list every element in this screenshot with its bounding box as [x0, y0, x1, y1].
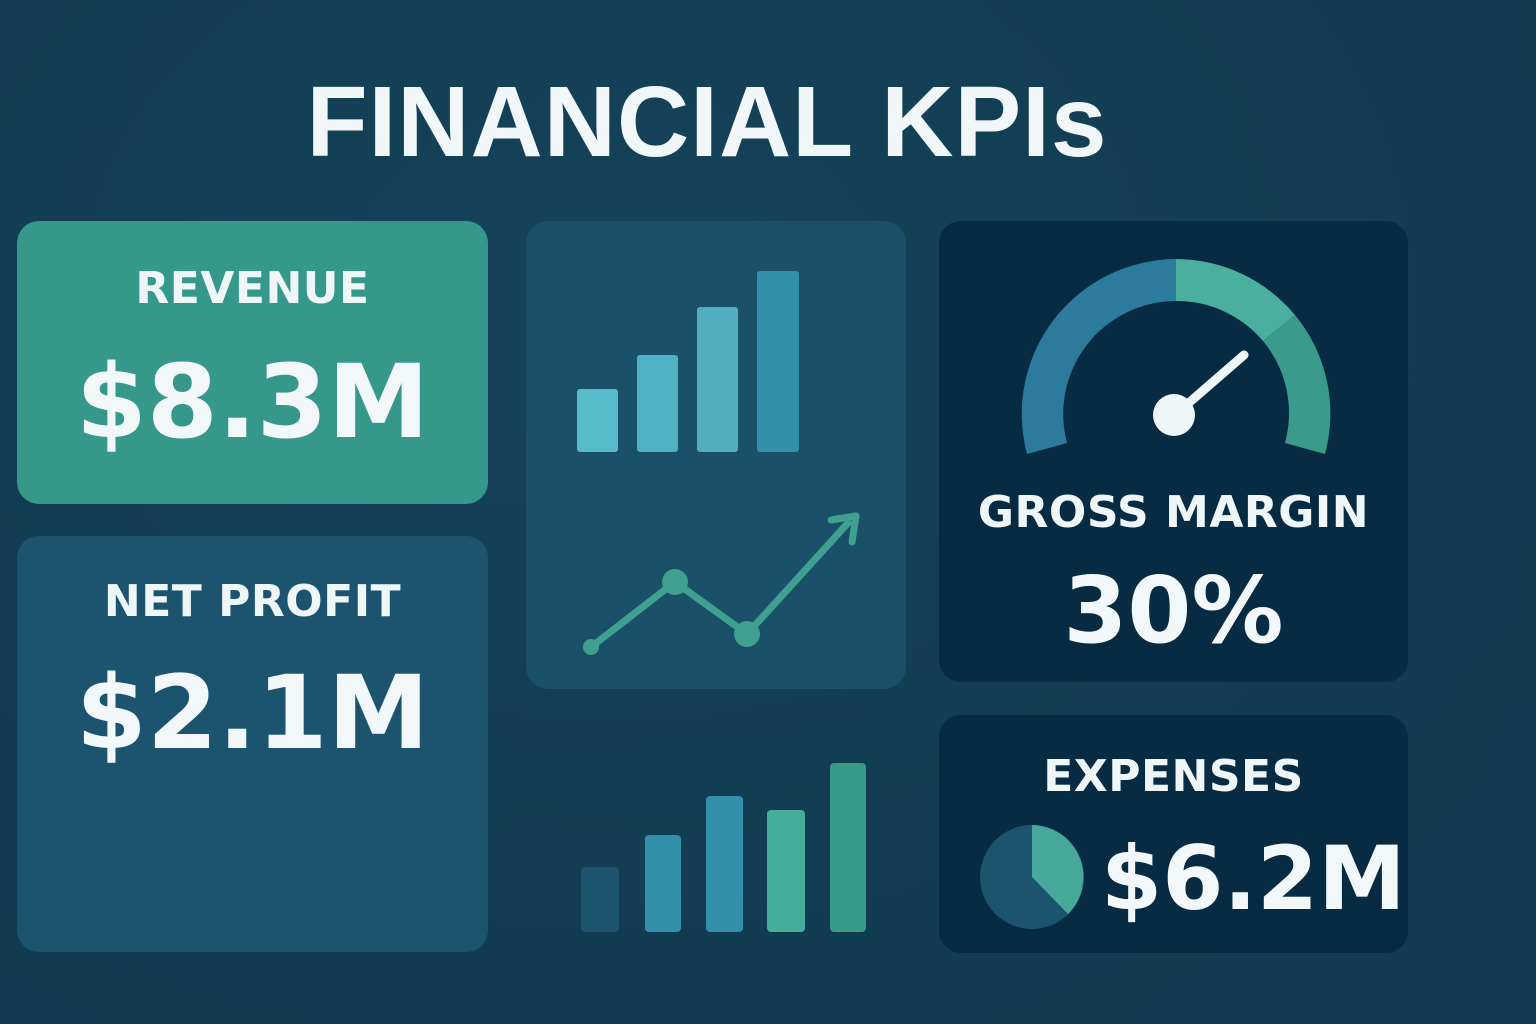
gross-margin-label: GROSS MARGIN [977, 487, 1370, 538]
bar [757, 271, 799, 452]
gross-margin-card[interactable]: GROSS MARGIN 30% [939, 221, 1408, 682]
bar-chart-icon [577, 271, 799, 452]
bar [830, 763, 866, 932]
bar [645, 835, 681, 932]
bar [577, 389, 618, 452]
expenses-card[interactable]: EXPENSES $6.2M [939, 715, 1408, 953]
revenue-label: REVENUE [135, 263, 370, 314]
trend-chart-card[interactable] [526, 221, 906, 689]
expenses-label: EXPENSES [1043, 751, 1304, 802]
bar [637, 355, 678, 452]
bar [706, 796, 743, 932]
page-title: FINANCIAL KPIs [306, 66, 1108, 178]
gross-margin-value: 30% [1063, 557, 1284, 664]
gauge-hub [1153, 394, 1195, 436]
net-profit-value: $2.1M [75, 654, 430, 773]
pie-chart-icon [980, 825, 1084, 929]
bar [581, 867, 619, 932]
gauge-icon [1021, 259, 1331, 454]
revenue-card[interactable]: REVENUE $8.3M [17, 221, 488, 504]
net-profit-label: NET PROFIT [103, 576, 402, 627]
expenses-value: $6.2M [1101, 827, 1406, 930]
bar [697, 307, 738, 452]
bottom-bar-chart [581, 763, 866, 932]
bar [767, 810, 805, 932]
trend-line-icon [583, 512, 860, 655]
revenue-value: $8.3M [75, 343, 430, 462]
net-profit-card[interactable]: NET PROFIT $2.1M [17, 536, 488, 952]
